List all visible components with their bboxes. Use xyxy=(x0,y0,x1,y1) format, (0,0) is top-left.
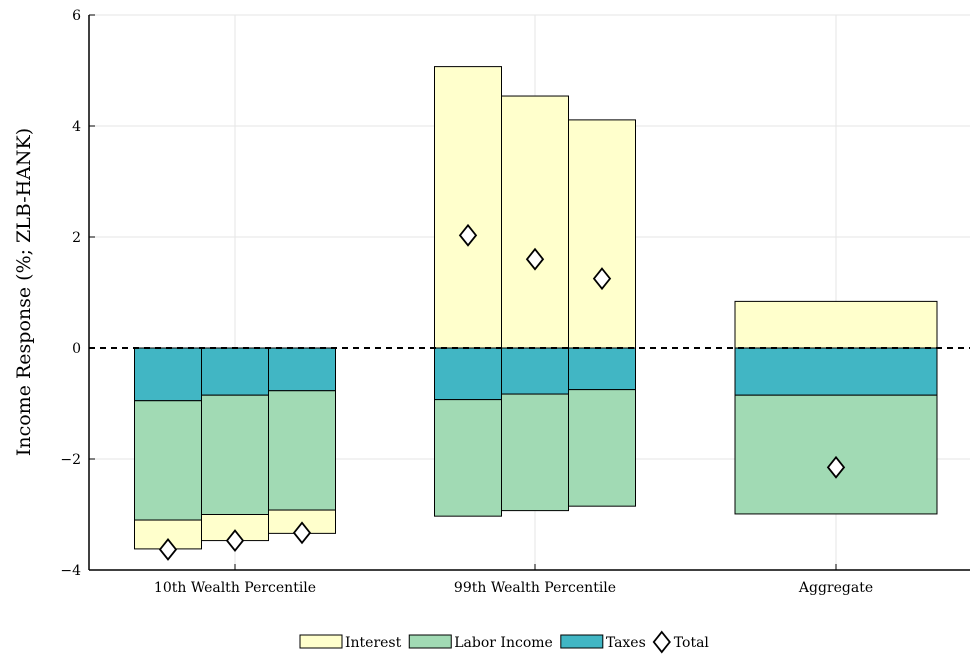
legend: Interest Labor Income Taxes Total xyxy=(299,630,710,654)
legend-label: Taxes xyxy=(606,635,646,651)
y-axis-label: Income Response (%; ZLB-HANK) xyxy=(13,128,35,456)
marker-layer xyxy=(158,223,846,561)
bar-segment-taxes xyxy=(568,347,636,391)
bar-segment-taxes xyxy=(268,347,336,392)
legend-diamond xyxy=(652,630,671,654)
bar-segment-taxes xyxy=(434,347,502,401)
bar-segment-taxes xyxy=(501,347,569,395)
bar-segment-labor-income xyxy=(568,389,636,507)
y-tick-label: −4 xyxy=(60,563,81,579)
legend-label: Interest xyxy=(345,635,402,651)
y-tick-label: 2 xyxy=(72,230,81,246)
bar-segment-labor-income xyxy=(501,393,569,512)
total-marker xyxy=(525,247,545,271)
legend-swatch xyxy=(560,634,604,649)
bar-segment-labor-income xyxy=(734,394,938,515)
y-tick-label: −2 xyxy=(60,452,81,468)
bar-segment-taxes xyxy=(201,347,269,396)
bar-segment-labor-income xyxy=(134,400,202,521)
axis-layer: −4 −2 0 2 4 6 10th Wealth Percentile 99th Wealt… xyxy=(60,8,970,596)
bar-segment-taxes xyxy=(134,347,202,402)
bar-segment-labor-income xyxy=(268,390,336,511)
y-tick-label: 0 xyxy=(72,341,81,357)
total-marker xyxy=(158,538,178,561)
bar-segment-interest xyxy=(734,300,938,349)
bar-segment-interest xyxy=(501,95,569,349)
total-marker xyxy=(225,529,245,553)
y-tick-label: 6 xyxy=(72,8,81,24)
total-marker xyxy=(458,223,478,247)
x-category-label: 99th Wealth Percentile xyxy=(454,580,616,596)
legend-swatch xyxy=(408,634,452,649)
x-category-label: 10th Wealth Percentile xyxy=(154,580,316,596)
legend-label: Labor Income xyxy=(454,635,553,651)
bar-segment-taxes xyxy=(734,347,938,396)
bars-layer xyxy=(134,66,938,550)
bar-segment-labor-income xyxy=(201,394,269,515)
y-tick-label: 4 xyxy=(72,119,81,135)
legend-swatch xyxy=(299,634,343,649)
total-marker xyxy=(592,267,612,291)
total-marker xyxy=(826,455,846,479)
legend-label: Total xyxy=(674,635,710,651)
bar-segment-interest xyxy=(568,119,636,349)
total-marker xyxy=(292,521,312,545)
x-category-label: Aggregate xyxy=(798,580,873,596)
bar-segment-labor-income xyxy=(434,399,502,517)
bar-segment-interest xyxy=(434,66,502,349)
